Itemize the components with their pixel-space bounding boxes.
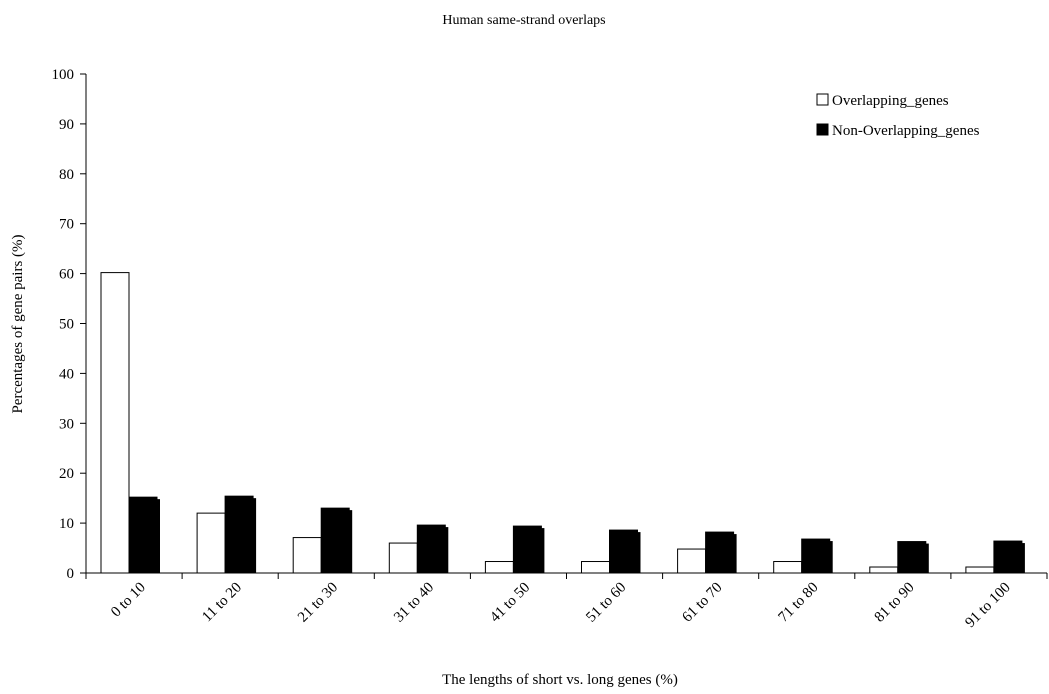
x-tick-label: 0 to 10	[108, 580, 149, 621]
y-tick-label: 90	[59, 117, 74, 133]
y-tick-label: 100	[52, 67, 75, 83]
legend-swatch	[816, 93, 829, 106]
bar-non-overlapping	[416, 524, 446, 574]
y-tick-label: 30	[59, 416, 74, 432]
x-tick-label: 51 to 60	[583, 580, 629, 626]
y-tick-label: 60	[59, 267, 74, 283]
y-tick-label: 50	[59, 317, 74, 333]
y-tick-label: 20	[59, 466, 74, 482]
x-tick-label: 71 to 80	[775, 580, 821, 626]
bar-non-overlapping	[705, 531, 735, 574]
y-tick-label: 80	[59, 167, 74, 183]
x-tick-label: 81 to 90	[872, 580, 918, 626]
bar-non-overlapping	[897, 541, 927, 574]
y-tick-label: 10	[59, 516, 74, 532]
legend-label: Overlapping_genes	[832, 93, 949, 109]
bar-overlapping	[677, 548, 707, 574]
bar-non-overlapping	[224, 495, 254, 574]
bar-non-overlapping	[128, 496, 158, 574]
bar-overlapping	[484, 561, 514, 574]
x-tick-label: 21 to 30	[295, 580, 341, 626]
bars	[100, 272, 1025, 574]
chart-title: Human same-strand overlaps	[442, 13, 605, 28]
legend: Overlapping_genes Non-Overlapping_genes	[816, 93, 980, 139]
bar-non-overlapping	[512, 525, 542, 574]
y-tick-label: 70	[59, 217, 74, 233]
x-axis-label: The lengths of short vs. long genes (%)	[442, 672, 678, 688]
bar-overlapping	[773, 561, 803, 574]
bar-overlapping	[292, 537, 322, 574]
bar-overlapping	[196, 512, 226, 574]
bar-overlapping	[965, 566, 995, 574]
x-axis: 0 to 10 11 to 20 21 to 30 31 to 40 41 to 50 5…	[85, 572, 1048, 631]
bar-overlapping	[581, 561, 610, 574]
bar-non-overlapping	[320, 507, 350, 574]
bar-non-overlapping	[609, 529, 638, 574]
x-tick-label: 31 to 40	[391, 580, 437, 626]
bar-overlapping	[388, 542, 418, 574]
y-tick-label: 40	[59, 366, 74, 382]
legend-label: Non-Overlapping_genes	[832, 123, 980, 139]
bar-overlapping	[869, 566, 899, 574]
y-tick-label: 0	[67, 566, 75, 582]
y-axis-label: Percentages of gene pairs (%)	[10, 234, 26, 413]
x-tick-label: 91 to 100	[962, 580, 1013, 631]
bar-non-overlapping	[993, 540, 1023, 574]
x-tick-label: 41 to 50	[487, 580, 533, 626]
legend-swatch	[816, 123, 829, 136]
bar-non-overlapping	[801, 538, 831, 574]
y-axis: 0 10 20 30 40 50 60 70 80 90 100	[52, 67, 87, 582]
x-tick-label: 11 to 20	[199, 580, 245, 626]
x-tick-label: 61 to 70	[679, 580, 725, 626]
bar-overlapping	[100, 272, 130, 574]
